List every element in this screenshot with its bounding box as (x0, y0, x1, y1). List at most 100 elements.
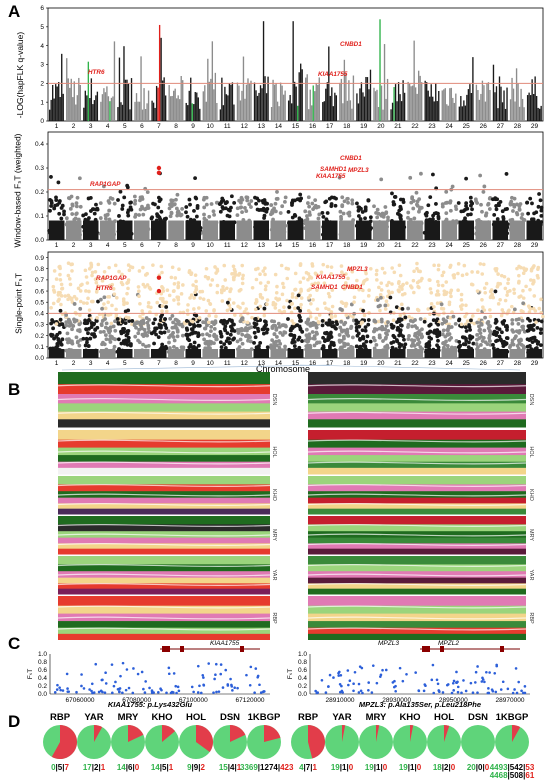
beige-point (311, 298, 315, 302)
fst-point (126, 211, 130, 215)
hapflk-bar (330, 96, 331, 121)
beige-point (528, 288, 532, 292)
fst-point (67, 196, 71, 200)
fst-point (493, 197, 497, 201)
beige-point (94, 270, 98, 274)
fst-floor (510, 221, 525, 240)
fst-point (470, 335, 474, 339)
fst-point (230, 194, 234, 198)
hapflk-bar (60, 97, 61, 121)
fst-floor (100, 221, 115, 240)
fst-point (277, 322, 281, 326)
fst-point (121, 320, 125, 324)
chromosome-tick-label: 3 (89, 242, 93, 249)
fst-point (117, 214, 121, 218)
beige-point (69, 283, 73, 287)
fst-point (290, 333, 294, 337)
fst-point (321, 319, 325, 323)
beige-point (59, 303, 63, 307)
hapflk-bar (102, 94, 103, 121)
fst-point (346, 197, 350, 201)
beige-point (387, 281, 391, 285)
hapflk-bar (261, 88, 262, 121)
hapflk-bar (137, 102, 138, 121)
fst-point (375, 328, 379, 332)
fst-point (136, 339, 140, 343)
fst-point (240, 333, 244, 337)
fst-point (163, 317, 167, 321)
hapflk-bar (117, 107, 118, 121)
gene-annotation: HTR6 (96, 285, 113, 292)
fst-point (474, 197, 478, 201)
hapflk-bar (442, 90, 443, 121)
fst-point (113, 329, 117, 333)
fst-point (361, 335, 365, 339)
fst-point (534, 210, 538, 214)
gene-annotation: CNBD1 (340, 41, 362, 48)
beige-point (537, 307, 541, 311)
beige-point (323, 301, 327, 305)
fst-point (324, 199, 328, 203)
fst-point (275, 335, 279, 339)
fst-point (528, 197, 532, 201)
beige-point (254, 301, 258, 305)
beige-point (285, 299, 289, 303)
hapflk-bar (334, 93, 335, 121)
hapflk-bar (103, 88, 104, 121)
fst-point (407, 334, 411, 338)
fst-point (60, 206, 64, 210)
fst-point (142, 334, 146, 338)
hapflk-bar (145, 109, 146, 121)
chromosome-tick-label: 19 (360, 123, 368, 130)
fst-point (119, 342, 123, 346)
fst-point (495, 331, 499, 335)
fst-point (277, 339, 281, 343)
beige-point (237, 273, 241, 277)
fst-point (428, 195, 432, 199)
fst-point (56, 342, 60, 346)
beige-point (125, 292, 129, 296)
hapflk-bar (275, 83, 276, 121)
fst-point (153, 329, 157, 333)
beige-point (107, 295, 111, 299)
hapflk-bar (100, 102, 101, 121)
beige-point (430, 302, 434, 306)
fst-point (57, 201, 61, 205)
beige-point (193, 291, 197, 295)
hapflk-bar (131, 78, 132, 121)
fst-point (303, 209, 307, 213)
beige-point (84, 269, 88, 273)
hapflk-bar (503, 90, 504, 121)
beige-point (251, 286, 255, 290)
fst-point (136, 331, 140, 335)
fst-point (86, 331, 90, 335)
fst-point (511, 209, 515, 213)
fst-point (340, 203, 344, 207)
beige-point (367, 294, 371, 298)
fst-point (172, 335, 176, 339)
fst-point (454, 322, 458, 326)
beige-point (352, 300, 356, 304)
fst-point (376, 298, 380, 302)
hapflk-bar (356, 93, 357, 121)
hapflk-bar (378, 107, 379, 121)
beige-point (407, 315, 411, 319)
beige-point (226, 309, 230, 313)
fst-point (147, 344, 151, 348)
beige-point (490, 288, 494, 292)
beige-point (460, 323, 464, 327)
beige-point (500, 314, 504, 318)
y-tick-label: 6 (40, 5, 44, 12)
fst-point (419, 172, 423, 176)
fst-point (525, 201, 529, 205)
fst-floor (356, 349, 371, 358)
hapflk-bar (376, 90, 377, 121)
fst-point (306, 322, 310, 326)
beige-point (122, 297, 126, 301)
beige-point (201, 290, 205, 294)
fst-point (408, 176, 412, 180)
fst-floor (220, 221, 235, 240)
hapflk-bar (170, 96, 171, 121)
hapflk-bar (375, 91, 376, 121)
